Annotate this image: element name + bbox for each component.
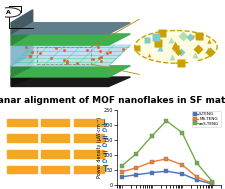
Polygon shape (11, 54, 33, 77)
anS-TENG (120, 165, 123, 167)
MS-TENG (164, 158, 167, 160)
anS-TENG (134, 153, 137, 155)
Bar (41, 134, 69, 142)
Circle shape (0, 8, 21, 17)
S-TENG (210, 183, 213, 185)
Text: =: = (101, 149, 107, 158)
MS-TENG (194, 176, 197, 178)
Polygon shape (11, 10, 33, 34)
Bar (74, 166, 103, 173)
Text: C₂: C₂ (101, 143, 107, 148)
Polygon shape (11, 77, 130, 86)
anS-TENG (194, 162, 197, 164)
Polygon shape (11, 23, 130, 34)
Polygon shape (11, 66, 130, 77)
Bar (74, 119, 103, 126)
Polygon shape (11, 66, 33, 86)
S-TENG (120, 176, 123, 178)
Bar (74, 150, 103, 157)
Bar (7, 134, 37, 142)
Text: C₁: C₁ (101, 128, 107, 133)
Line: MS-TENG: MS-TENG (119, 157, 213, 185)
Legend: S-TENG, MS-TENG, anS-TENG: S-TENG, MS-TENG, anS-TENG (191, 111, 220, 127)
S-TENG (150, 171, 153, 174)
Bar (7, 119, 37, 126)
Polygon shape (11, 45, 130, 66)
S-TENG (194, 179, 197, 181)
Bar (7, 166, 37, 173)
Text: Planar alignment of MOF nanoflakes in SF matrix: Planar alignment of MOF nanoflakes in SF… (0, 96, 225, 105)
Bar (74, 134, 103, 142)
MS-TENG (120, 171, 123, 173)
Line: anS-TENG: anS-TENG (119, 119, 213, 183)
S-TENG (164, 170, 167, 172)
Bar (41, 166, 69, 173)
Polygon shape (11, 21, 33, 45)
anS-TENG (150, 135, 153, 137)
MS-TENG (180, 164, 183, 166)
Text: ⊥: ⊥ (100, 118, 107, 127)
Text: A: A (6, 10, 11, 15)
anS-TENG (164, 120, 167, 122)
Polygon shape (11, 32, 33, 66)
Circle shape (134, 30, 216, 63)
Y-axis label: Power density (μW·cm⁻²): Power density (μW·cm⁻²) (97, 117, 102, 178)
S-TENG (134, 174, 137, 176)
Text: C₃: C₃ (101, 159, 107, 164)
Bar (7, 150, 37, 157)
Text: =: = (101, 134, 107, 143)
Text: T: T (102, 165, 107, 174)
Bar (41, 150, 69, 157)
anS-TENG (210, 180, 213, 183)
Line: S-TENG: S-TENG (119, 169, 213, 186)
Bar (41, 119, 69, 126)
MS-TENG (150, 161, 153, 163)
anS-TENG (180, 132, 183, 134)
MS-TENG (210, 182, 213, 184)
S-TENG (180, 173, 183, 175)
MS-TENG (134, 167, 137, 169)
Polygon shape (11, 34, 130, 45)
